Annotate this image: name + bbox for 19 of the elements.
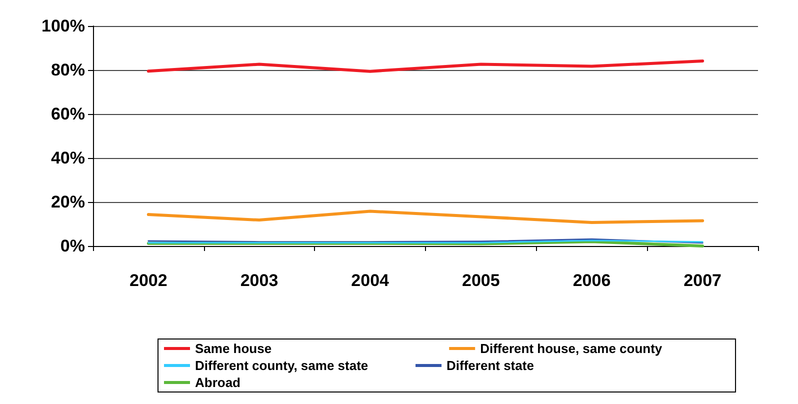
x-tick-label: 2002 [130,271,168,290]
legend-label: Different house, same county [480,341,706,356]
line-series [146,210,704,224]
y-tick-label: 80% [50,60,85,80]
x-tick-label: 2004 [351,271,390,290]
y-tick-label: 40% [50,148,85,168]
x-tick-label: 2005 [462,271,500,290]
x-tick-label: 2006 [572,271,611,290]
x-tick-label: 2003 [240,271,278,290]
legend-label: Different county, same state [195,358,412,373]
y-tick-label: 60% [50,104,85,124]
legend-label: Same house [195,341,446,356]
x-tick-label: 2007 [684,271,722,290]
line-series [146,59,704,73]
legend-label: Different state [446,358,672,373]
legend-label: Abroad [195,375,443,390]
y-tick-label: 100% [42,16,85,36]
y-tick-label: 20% [50,192,85,212]
y-tick-label: 0% [60,236,85,256]
